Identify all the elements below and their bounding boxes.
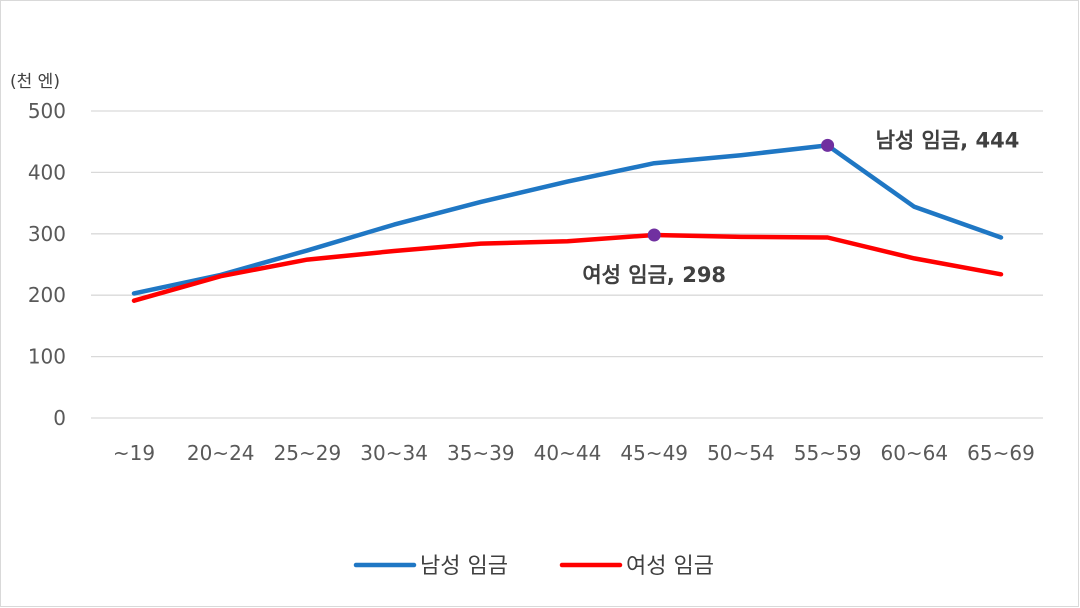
- y-axis-ticks: 0 100 200 300 400 500: [28, 99, 66, 430]
- legend-item-label: 여성 임금: [626, 554, 714, 579]
- x-tick-label: 55~59: [794, 441, 862, 465]
- x-tick-label: 60~64: [880, 441, 948, 465]
- annotation-label: 남성 임금, 444: [876, 128, 1020, 152]
- x-tick-label: 45~49: [620, 441, 688, 465]
- annotations: 남성 임금, 444 여성 임금, 298: [582, 128, 1019, 287]
- y-tick-label: 200: [28, 283, 66, 307]
- y-tick-label: 300: [28, 222, 66, 246]
- gridlines: [91, 110, 1043, 419]
- x-tick-label: ~19: [113, 441, 155, 465]
- legend: 남성 임금 여성 임금: [353, 554, 714, 579]
- x-tick-label: 30~34: [360, 441, 428, 465]
- annotation-marker: [821, 138, 835, 152]
- y-axis-unit-label: (천 엔): [10, 72, 60, 92]
- annotation-label: 여성 임금, 298: [582, 263, 726, 287]
- y-tick-label: 0: [53, 406, 66, 430]
- x-tick-label: 50~54: [707, 441, 775, 465]
- series-line-0: [131, 143, 1004, 296]
- y-tick-label: 500: [28, 99, 66, 123]
- legend-item-label: 남성 임금: [420, 554, 508, 579]
- x-tick-label: 35~39: [447, 441, 515, 465]
- x-tick-label: 25~29: [274, 441, 342, 465]
- x-tick-label: 20~24: [187, 441, 255, 465]
- x-axis-ticks: ~19 20~24 25~29 30~34 35~39 40~44 45~49 50~54 55…: [113, 441, 1035, 465]
- x-tick-label: 40~44: [534, 441, 602, 465]
- y-tick-label: 400: [28, 160, 66, 184]
- y-tick-label: 100: [28, 345, 66, 369]
- x-tick-label: 65~69: [967, 441, 1035, 465]
- series-lines: [131, 143, 1004, 303]
- series-line-1: [131, 232, 1004, 303]
- annotation-marker: [647, 228, 661, 242]
